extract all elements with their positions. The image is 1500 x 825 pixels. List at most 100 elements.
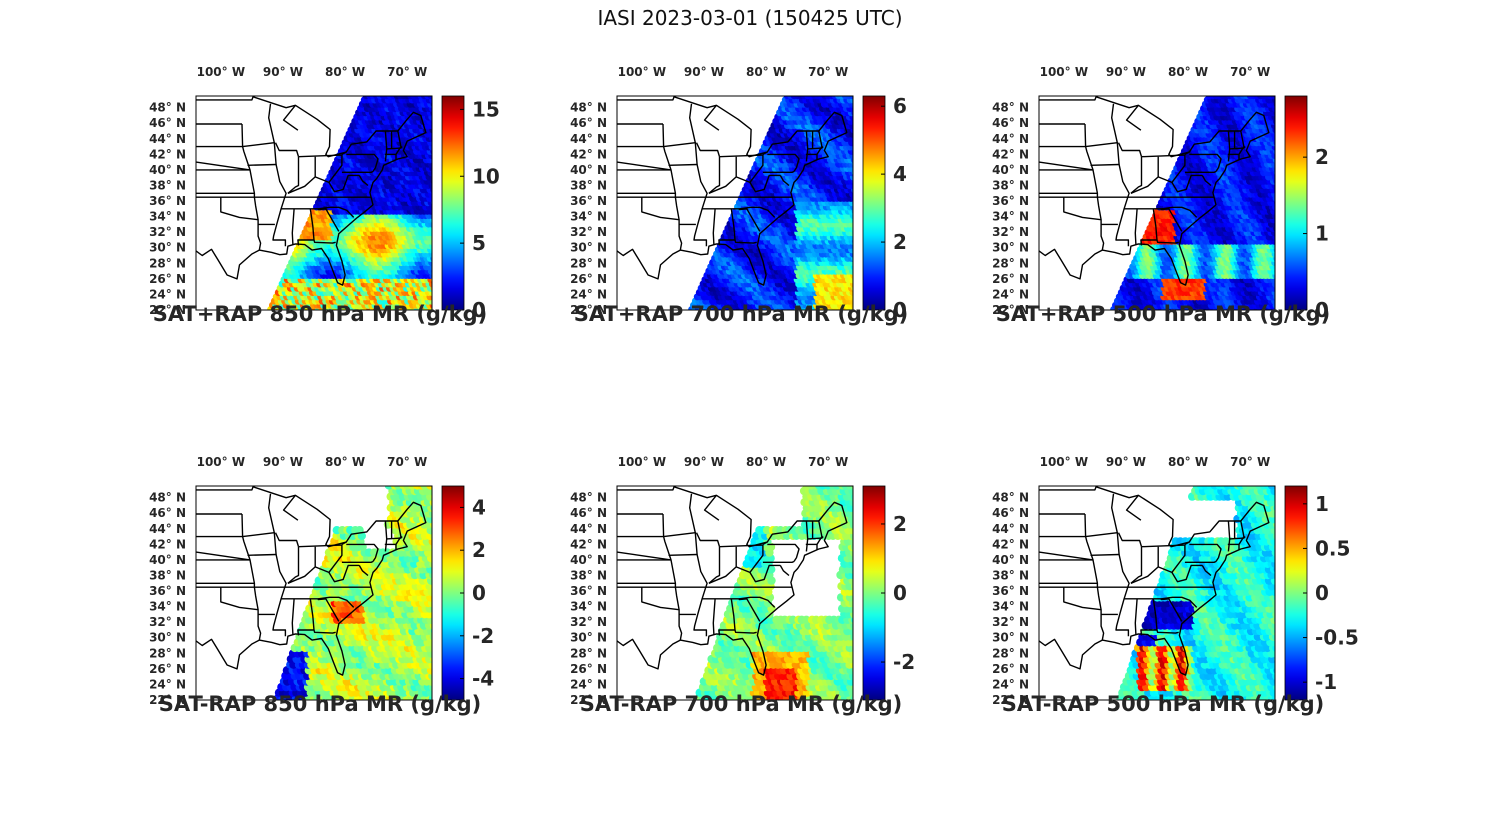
lon-tick-label: 80° W xyxy=(325,65,365,79)
lat-tick-label: 22° N xyxy=(992,693,1029,707)
colorbar-tick-label: 10 xyxy=(472,164,500,188)
lat-tick-label: 48° N xyxy=(570,491,607,505)
state-boundaries xyxy=(196,96,427,286)
lat-tick-label: 30° N xyxy=(149,241,186,255)
colorbar-tick-label: -2 xyxy=(472,624,494,648)
colorbar-tick-label: -0.5 xyxy=(1315,626,1359,650)
map-svg: 48° N46° N 44° N42° N 40° N38° N 36° N 34° N… xyxy=(570,455,915,707)
map-panel-sat-rap-diff-850: 48° N 46° N 44° N 42° N 40° N 38° N 36° N 34° N… xyxy=(110,430,530,730)
colorbar-tick-label: 0 xyxy=(1315,298,1329,322)
lon-tick-label: 70° W xyxy=(808,65,848,79)
colorbar-tick-label: 0 xyxy=(893,298,907,322)
lat-tick-label: 30° N xyxy=(570,241,607,255)
lat-tick-label: 40° N xyxy=(570,553,607,567)
map-panel-sat-rap-diff-700: 48° N 46° N 44° N 42° N 40° N 38° N 36° N 34° N… xyxy=(531,430,951,730)
lat-tick-label: 24° N xyxy=(992,677,1029,691)
lat-tick-label: 40° N xyxy=(149,553,186,567)
colorbar-tick-label: 4 xyxy=(472,495,486,519)
state-boundaries xyxy=(617,96,848,286)
colorbar: 0 5 10 15 xyxy=(441,95,500,322)
colorbar-tick-label: 1 xyxy=(1315,492,1329,516)
lon-tick-label: 100° W xyxy=(618,65,666,79)
lat-tick-label: 48° N xyxy=(992,491,1029,505)
colorbar-tick-label: 0 xyxy=(893,581,907,605)
lat-tick-label: 24° N xyxy=(149,287,186,301)
lon-tick-label: 90° W xyxy=(1106,65,1146,79)
map-panel-sat-rap-sum-850: 48° N 46° N 44° N 42° N 40° N 38° N 36° N 34° N… xyxy=(110,40,530,340)
lat-tick-label: 42° N xyxy=(992,147,1029,161)
lat-tick-label: 38° N xyxy=(570,568,607,582)
lat-tick-label: 48° N xyxy=(149,491,186,505)
lon-tick-label: 70° W xyxy=(1230,65,1270,79)
map-panel-sat-rap-sum-500: 48° N 46° N 44° N 42° N 40° N 38° N 36° N 34° N… xyxy=(953,40,1373,340)
lon-tick-label: 100° W xyxy=(1040,455,1088,469)
lat-tick-label: 22° N xyxy=(570,693,607,707)
lat-tick-label: 36° N xyxy=(570,584,607,598)
colorbar-tick-label: 6 xyxy=(893,94,907,118)
lat-tick-label: 34° N xyxy=(570,600,607,614)
lat-tick-label: 46° N xyxy=(149,506,186,520)
map-svg: 48° N46° N 44° N42° N 40° N38° N 36° N 34° N… xyxy=(992,455,1359,707)
lat-tick-label: 34° N xyxy=(992,210,1029,224)
lat-tick-label: 42° N xyxy=(570,147,607,161)
swath-field xyxy=(694,486,853,700)
colorbar: -2 0 2 xyxy=(862,485,915,701)
colorbar: 0 1 2 xyxy=(1284,95,1329,322)
lat-tick-label: 26° N xyxy=(992,272,1029,286)
lat-tick-label: 34° N xyxy=(149,600,186,614)
panel-caption: SAT+RAP 850 hPa MR (g/kg) xyxy=(152,302,488,326)
lat-tick-label: 30° N xyxy=(149,631,186,645)
lon-tick-label: 100° W xyxy=(197,455,245,469)
map-svg: 48° N46° N 44° N42° N 40° N38° N 36° N 34° N… xyxy=(992,65,1329,322)
lat-tick-label: 44° N xyxy=(992,132,1029,146)
lat-tick-label: 34° N xyxy=(570,210,607,224)
swath-field xyxy=(688,96,853,310)
lat-tick-label: 38° N xyxy=(570,178,607,192)
colorbar-tick-label: 2 xyxy=(893,230,907,254)
lat-tick-label: 46° N xyxy=(992,506,1029,520)
lat-tick-label: 46° N xyxy=(992,116,1029,130)
lat-tick-label: 22° N xyxy=(149,303,186,317)
lon-tick-label: 70° W xyxy=(387,455,427,469)
lat-tick-label: 28° N xyxy=(570,256,607,270)
lat-tick-label: 32° N xyxy=(570,615,607,629)
lat-tick-label: 48° N xyxy=(570,101,607,115)
lat-tick-label: 28° N xyxy=(570,646,607,660)
colorbar-tick-label: 0 xyxy=(472,581,486,605)
lat-tick-label: 48° N xyxy=(992,101,1029,115)
lat-tick-label: 32° N xyxy=(992,225,1029,239)
panel-caption: SAT+RAP 500 hPa MR (g/kg) xyxy=(995,302,1331,326)
lat-tick-label: 32° N xyxy=(149,615,186,629)
figure-title: IASI 2023-03-01 (150425 UTC) xyxy=(597,6,903,30)
state-boundaries xyxy=(196,486,427,676)
lat-tick-label: 30° N xyxy=(992,241,1029,255)
lat-tick-label: 38° N xyxy=(149,568,186,582)
colorbar-tick-label: 5 xyxy=(472,231,486,255)
colorbar-tick-label: 0 xyxy=(472,298,486,322)
colorbar-tick-label: 2 xyxy=(1315,145,1329,169)
lat-tick-label: 44° N xyxy=(149,132,186,146)
colorbar-tick-label: 4 xyxy=(893,162,907,186)
lat-tick-label: 24° N xyxy=(570,677,607,691)
lat-tick-label: 40° N xyxy=(992,163,1029,177)
lat-tick-label: 30° N xyxy=(570,631,607,645)
colorbar-tick-label: 15 xyxy=(472,97,500,121)
lat-tick-label: 38° N xyxy=(992,568,1029,582)
lon-tick-label: 90° W xyxy=(263,65,303,79)
panel-caption: SAT-RAP 850 hPa MR (g/kg) xyxy=(158,692,482,716)
lat-tick-label: 28° N xyxy=(992,256,1029,270)
lat-tick-label: 32° N xyxy=(570,225,607,239)
lat-tick-label: 36° N xyxy=(149,194,186,208)
lat-tick-label: 36° N xyxy=(992,584,1029,598)
colorbar-gradient xyxy=(1284,95,1308,311)
lon-tick-label: 100° W xyxy=(1040,65,1088,79)
lon-tick-label: 100° W xyxy=(197,65,245,79)
lat-tick-label: 32° N xyxy=(992,615,1029,629)
lon-tick-label: 90° W xyxy=(1106,455,1146,469)
colorbar-tick-label: 2 xyxy=(893,512,907,536)
colorbar-tick-label: 0 xyxy=(1315,581,1329,605)
lat-tick-label: 34° N xyxy=(149,210,186,224)
lat-tick-label: 24° N xyxy=(149,677,186,691)
lat-tick-label: 26° N xyxy=(149,662,186,676)
colorbar: 0 2 4 6 xyxy=(862,94,907,322)
